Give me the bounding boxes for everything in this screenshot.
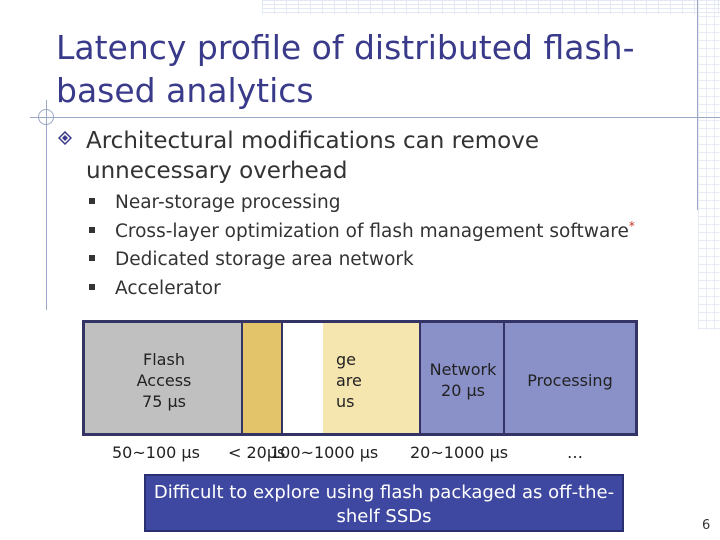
gap-segment <box>283 323 323 433</box>
decorative-line-horizontal <box>30 117 720 118</box>
list-item: Cross-layer optimization of flash manage… <box>86 217 706 246</box>
flash-access-label: Flash Access 75 µs <box>136 350 192 411</box>
slide-title: Latency profile of distributed flash-bas… <box>56 28 635 110</box>
background-grid-top <box>262 0 720 14</box>
decorative-line-vertical <box>46 100 47 310</box>
list-item-text: Accelerator <box>115 277 221 299</box>
network-label: Network 20 µs <box>429 360 497 400</box>
crosshair-icon <box>38 109 54 125</box>
network-time-range: 20~1000 µs <box>410 443 509 462</box>
footnote-marker: * <box>628 218 635 233</box>
callout-banner: Difficult to explore using flash package… <box>144 474 624 532</box>
sub-bullet-list: Near-storage processing Cross-layer opti… <box>86 188 706 302</box>
decorative-line-right <box>697 0 698 210</box>
page-number: 6 <box>702 518 711 533</box>
processing-time-range: … <box>567 443 583 462</box>
flash-time-range: 50~100 µs <box>112 443 200 462</box>
list-item: Dedicated storage area network <box>86 245 706 274</box>
ftl-time-range: < 20µs <box>228 443 286 462</box>
square-bullet-icon <box>89 283 95 290</box>
list-item-text: Cross-layer optimization of flash manage… <box>115 218 635 242</box>
diamond-bullet-icon <box>58 131 72 145</box>
ftl-segment <box>243 323 283 433</box>
list-item: Near-storage processing <box>86 188 706 217</box>
software-time-range: 100~1000 µs <box>270 443 379 462</box>
flash-access-segment <box>85 323 243 433</box>
processing-segment <box>505 323 635 433</box>
background-grid-right <box>698 0 720 330</box>
list-item-text: Dedicated storage area network <box>115 249 414 271</box>
square-bullet-icon <box>89 226 95 233</box>
latency-bar: Flash Access 75 µs ge are us Network 20 … <box>82 320 638 436</box>
square-bullet-icon <box>89 198 95 204</box>
list-item-text: Near-storage processing <box>115 192 341 214</box>
square-bullet-icon <box>89 255 95 261</box>
main-bullet-text: Architectural modifications can remove u… <box>86 128 539 184</box>
list-item: Accelerator <box>86 274 706 303</box>
storage-software-label: ge are us <box>336 350 362 411</box>
storage-software-segment <box>323 323 421 433</box>
network-segment <box>421 323 505 433</box>
processing-label: Processing <box>527 371 613 390</box>
